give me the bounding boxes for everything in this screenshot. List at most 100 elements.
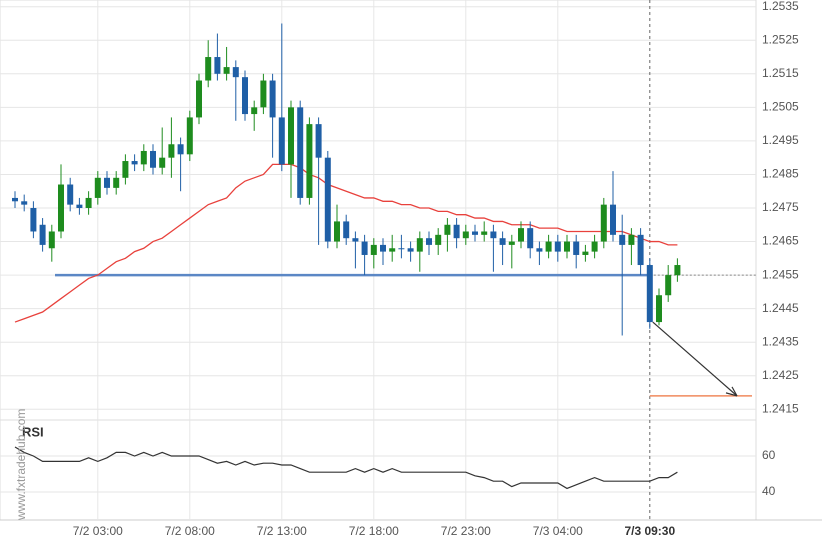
- candle-body: [104, 177, 110, 188]
- candle-body: [76, 204, 83, 208]
- candle-body: [113, 177, 120, 188]
- candle-body: [499, 238, 506, 245]
- candle-body: [58, 184, 64, 232]
- rsi-tick-label: 40: [762, 484, 776, 498]
- rsi-label: RSI: [22, 424, 44, 439]
- candle-body: [462, 231, 469, 239]
- x-tick-label: 7/2 13:00: [257, 524, 307, 538]
- candle-body: [600, 204, 607, 242]
- candle-body: [48, 231, 55, 249]
- candle-body: [122, 161, 129, 178]
- y-tick-label: 1.2465: [762, 234, 799, 248]
- candle-body: [85, 197, 92, 208]
- candle-body: [398, 248, 405, 250]
- rsi-tick-label: 60: [762, 448, 776, 462]
- candle-body: [131, 161, 138, 165]
- candle-body: [205, 57, 212, 81]
- candle-body: [260, 80, 267, 108]
- candle-body: [352, 238, 359, 242]
- candle-body: [214, 57, 221, 74]
- y-tick-label: 1.2445: [762, 301, 799, 315]
- y-tick-label: 1.2455: [762, 267, 799, 281]
- y-tick-label: 1.2535: [762, 0, 799, 13]
- candle-body: [573, 241, 580, 255]
- candle-body: [545, 241, 552, 252]
- candle-body: [444, 224, 451, 235]
- candle-body: [159, 157, 166, 168]
- candle-body: [223, 67, 230, 74]
- candle-body: [527, 228, 534, 249]
- candle-body: [389, 248, 396, 252]
- candle-body: [481, 231, 488, 235]
- y-tick-label: 1.2525: [762, 32, 799, 46]
- candle-body: [39, 224, 46, 245]
- candle-body: [94, 177, 101, 198]
- candle-body: [380, 244, 386, 252]
- candle-body: [150, 150, 156, 168]
- candle-body: [591, 241, 598, 252]
- candle-body: [518, 228, 524, 242]
- x-tick-label: 7/2 23:00: [441, 524, 491, 538]
- candle-body: [288, 107, 294, 165]
- candle-body: [306, 124, 313, 198]
- y-tick-label: 1.2495: [762, 133, 799, 147]
- x-tick-label: 7/3 04:00: [533, 524, 583, 538]
- candle-body: [67, 184, 74, 205]
- candle-body: [536, 248, 543, 252]
- candle-body: [674, 265, 681, 276]
- candle-body: [12, 197, 18, 202]
- rsi-line: [14, 446, 678, 490]
- candle-body: [30, 208, 37, 232]
- y-tick-label: 1.2485: [762, 167, 799, 181]
- candle-body: [334, 221, 340, 242]
- candle-body: [242, 77, 248, 115]
- y-tick-label: 1.2435: [762, 334, 799, 348]
- candle-body: [610, 204, 616, 235]
- candle-body: [508, 241, 515, 245]
- moving-average: [14, 163, 678, 323]
- forecast-arrowhead: [725, 386, 738, 397]
- candle-body: [140, 150, 147, 165]
- candle-body: [582, 251, 589, 255]
- candle-body: [232, 67, 239, 78]
- candle-body: [656, 295, 662, 323]
- y-tick-label: 1.2475: [762, 200, 799, 214]
- x-tick-label: 7/2 18:00: [349, 524, 399, 538]
- x-tick-label: 7/2 08:00: [165, 524, 215, 538]
- y-tick-label: 1.2505: [762, 100, 799, 114]
- candle-body: [490, 231, 497, 239]
- y-tick-label: 1.2415: [762, 401, 799, 415]
- candle-body: [21, 201, 28, 205]
- marks: [12, 0, 756, 520]
- candle-body: [361, 241, 368, 255]
- candle-body: [278, 117, 285, 165]
- candle-body: [251, 107, 258, 115]
- candle-body: [196, 80, 202, 118]
- candle-body: [407, 248, 414, 252]
- candle-body: [564, 241, 570, 252]
- candle-body: [186, 117, 193, 155]
- candle-body: [269, 80, 276, 118]
- candle-body: [343, 221, 350, 239]
- candle-body: [416, 238, 423, 252]
- forecast-arrow: [652, 321, 738, 397]
- candle-body: [297, 107, 304, 198]
- candle-body: [426, 238, 432, 245]
- candle-body: [435, 234, 442, 245]
- x-tick-label: 7/2 03:00: [73, 524, 123, 538]
- x-tick-label: 7/3 09:30: [624, 524, 675, 538]
- watermark: www.fxtradehub.com: [14, 409, 28, 521]
- candle-body: [646, 265, 653, 323]
- candle-body: [554, 241, 561, 252]
- candle-body: [628, 234, 635, 245]
- y-tick-label: 1.2515: [762, 66, 799, 80]
- candle-body: [665, 275, 672, 296]
- candle-body: [324, 157, 331, 242]
- candle-body: [177, 144, 184, 155]
- plot-area: [0, 0, 757, 521]
- candle-body: [472, 231, 478, 235]
- candle-body: [637, 234, 644, 266]
- candle-body: [315, 124, 322, 158]
- candle-body: [619, 234, 626, 245]
